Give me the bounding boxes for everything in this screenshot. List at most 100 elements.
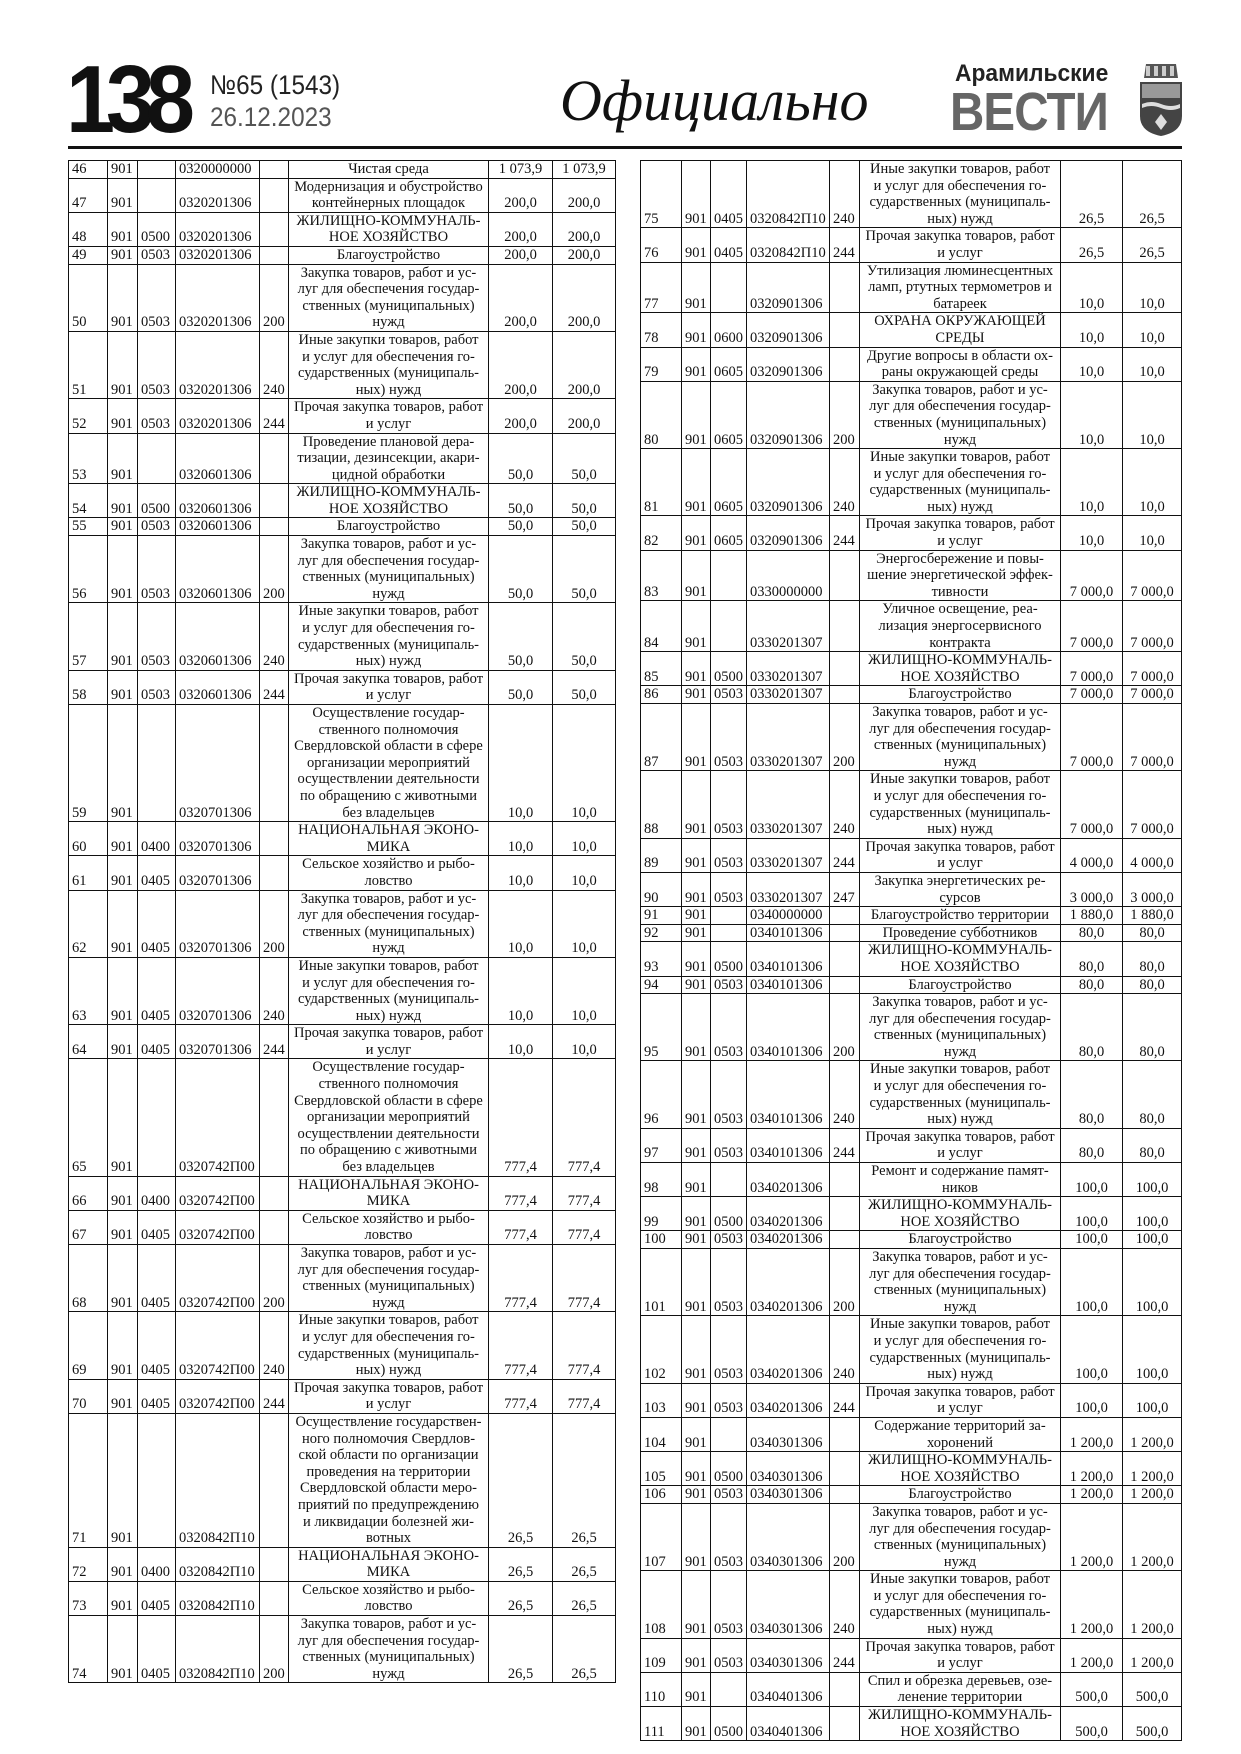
amount-year-2: 10,0 xyxy=(1122,261,1182,314)
amount-year-2: 1 200,0 xyxy=(1122,1502,1182,1572)
amount-year-2: 7 000,0 xyxy=(1122,770,1182,839)
amount-year-1: 777,4 xyxy=(488,1378,553,1414)
row-number: 86 xyxy=(640,685,682,704)
section-code: 0605 xyxy=(710,346,747,382)
amount-year-2: 50,0 xyxy=(552,483,616,519)
expense-type-code xyxy=(829,1230,860,1249)
item-description: Ремонт и содержание памят- ников xyxy=(859,1162,1061,1198)
expense-type-code xyxy=(259,177,289,213)
item-description: Закупка товаров, работ и ус- луг для обе… xyxy=(288,263,489,332)
section-code: 0503 xyxy=(710,1382,747,1418)
amount-year-2: 100,0 xyxy=(1122,1196,1182,1232)
section-code: 0503 xyxy=(710,1060,747,1129)
target-code: 0340301306 xyxy=(746,1451,830,1487)
amount-year-2: 80,0 xyxy=(1122,993,1182,1062)
section-code xyxy=(710,923,747,943)
expense-type-code xyxy=(259,160,289,179)
table-row: 62 901 0405 0320701306 200 Закупка товаров, р… xyxy=(68,889,616,958)
amount-year-2: 4 000,0 xyxy=(1122,837,1182,873)
table-row: 77 901 0320901306 Утилизация люминесцентных… xyxy=(640,261,1182,314)
item-description: Прочая закупка товаров, работ и услуг xyxy=(859,227,1061,263)
expense-type-code: 240 xyxy=(829,448,860,517)
item-description: Прочая закупка товаров, работ и услуг xyxy=(288,669,489,706)
table-row: 67 901 0405 0320742П00 Сельское хозяйство и … xyxy=(68,1209,616,1246)
admin-code: 901 xyxy=(107,245,138,265)
amount-year-1: 10,0 xyxy=(1060,448,1123,517)
row-number: 111 xyxy=(640,1706,682,1742)
target-code: 0320201306 xyxy=(175,263,260,332)
expense-type-code xyxy=(259,245,289,265)
expense-type-code: 240 xyxy=(259,956,289,1026)
target-code: 0320901306 xyxy=(746,380,830,450)
section-code: 0503 xyxy=(710,1230,747,1249)
target-code: 0320842П10 xyxy=(175,1412,260,1548)
table-row: 98 901 0340201306 Ремонт и содержание памят… xyxy=(640,1162,1182,1198)
table-row: 49 901 0503 0320201306 Благоустройство 200,0 2… xyxy=(68,245,616,265)
table-row: 47 901 0320201306 Модернизация и обустройст… xyxy=(68,177,616,213)
item-description: Закупка товаров, работ и ус- луг для обе… xyxy=(859,702,1061,772)
target-code: 0320201306 xyxy=(175,245,260,265)
admin-code: 901 xyxy=(681,975,711,995)
expense-type-code: 244 xyxy=(829,1637,860,1673)
amount-year-1: 26,5 xyxy=(488,1546,553,1582)
target-code: 0320000000 xyxy=(175,160,260,179)
amount-year-2: 200,0 xyxy=(552,263,616,332)
amount-year-2: 777,4 xyxy=(552,1175,616,1211)
row-number: 97 xyxy=(640,1127,682,1164)
admin-code: 901 xyxy=(107,177,138,213)
table-row: 95 901 0503 0340101306 200 Закупка товаров, р… xyxy=(640,993,1182,1062)
section-code: 0503 xyxy=(710,1485,747,1504)
section-code: 0405 xyxy=(137,1615,176,1684)
row-number: 110 xyxy=(640,1671,682,1708)
table-row: 55 901 0503 0320601306 Благоустройство 50,0 50… xyxy=(68,517,616,537)
row-number: 53 xyxy=(68,432,108,485)
amount-year-2: 500,0 xyxy=(1122,1671,1182,1708)
item-description: Энергосбережение и повы- шение энергетич… xyxy=(859,549,1061,602)
item-description: Закупка товаров, работ и ус- луг для обе… xyxy=(288,889,489,958)
item-description: Закупка товаров, работ и ус- луг для обе… xyxy=(859,380,1061,450)
target-code: 0320901306 xyxy=(746,312,830,348)
table-row: 105 901 0500 0340301306 ЖИЛИЩНО-КОММУНАЛЬ- Н… xyxy=(640,1451,1182,1487)
page-number: 138 xyxy=(66,46,195,153)
row-number: 62 xyxy=(68,889,108,958)
amount-year-2: 10,0 xyxy=(1122,312,1182,348)
section-code: 0503 xyxy=(710,837,747,873)
table-row: 51 901 0503 0320201306 240 Иные закупки товар… xyxy=(68,330,616,400)
target-code: 0320601306 xyxy=(175,517,260,537)
section-code: 0503 xyxy=(710,871,747,908)
expense-type-code: 244 xyxy=(829,515,860,551)
row-number: 96 xyxy=(640,1060,682,1129)
target-code: 0330201307 xyxy=(746,685,830,704)
target-code: 0320201306 xyxy=(175,330,260,400)
target-code: 0320701306 xyxy=(175,889,260,958)
admin-code: 901 xyxy=(681,159,711,229)
amount-year-1: 7 000,0 xyxy=(1060,685,1123,704)
expense-type-code: 244 xyxy=(259,398,289,434)
table-row: 78 901 0600 0320901306 ОХРАНА ОКРУЖАЮЩЕЙ СРЕ… xyxy=(640,312,1182,348)
admin-code: 901 xyxy=(107,1546,138,1582)
target-code: 0320842П10 xyxy=(746,227,830,263)
admin-code: 901 xyxy=(107,1580,138,1617)
item-description: Иные закупки товаров, работ и услуг для … xyxy=(859,1315,1061,1384)
amount-year-2: 10,0 xyxy=(1122,515,1182,551)
admin-code: 901 xyxy=(681,941,711,977)
amount-year-2: 80,0 xyxy=(1122,923,1182,943)
admin-code: 901 xyxy=(681,1570,711,1639)
expense-type-code: 247 xyxy=(829,871,860,908)
item-description: Благоустройство xyxy=(859,1230,1061,1249)
target-code: 0340301306 xyxy=(746,1416,830,1453)
amount-year-2: 80,0 xyxy=(1122,975,1182,995)
amount-year-1: 1 200,0 xyxy=(1060,1451,1123,1487)
amount-year-1: 200,0 xyxy=(488,330,553,400)
table-row: 102 901 0503 0340201306 240 Иные закупки това… xyxy=(640,1315,1182,1384)
amount-year-2: 26,5 xyxy=(552,1412,616,1548)
admin-code: 901 xyxy=(681,549,711,602)
admin-code: 901 xyxy=(107,855,138,891)
item-description: Закупка товаров, работ и ус- луг для обе… xyxy=(859,993,1061,1062)
row-number: 51 xyxy=(68,330,108,400)
admin-code: 901 xyxy=(107,263,138,332)
amount-year-1: 4 000,0 xyxy=(1060,837,1123,873)
amount-year-2: 26,5 xyxy=(552,1615,616,1684)
table-row: 106 901 0503 0340301306 Благоустройство 1 200… xyxy=(640,1485,1182,1504)
admin-code: 901 xyxy=(681,600,711,653)
